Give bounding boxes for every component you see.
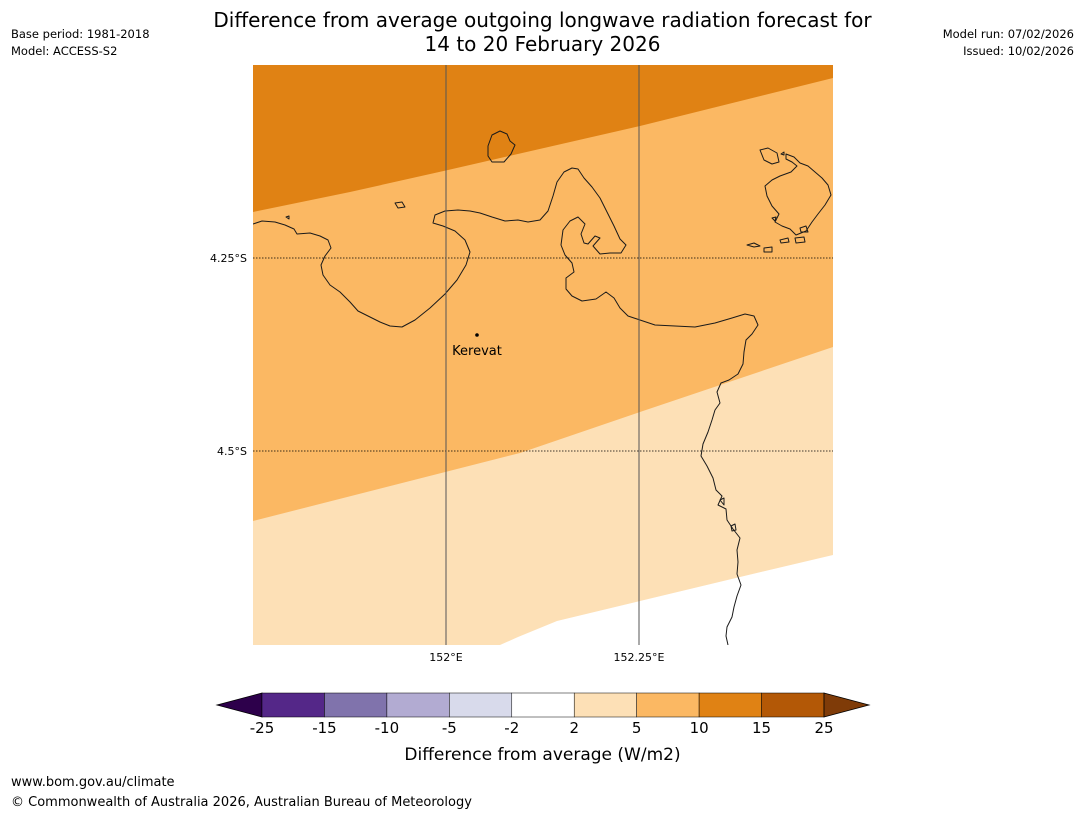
colorbar-tick-label: 10	[689, 719, 709, 737]
colorbar-segment	[573, 692, 637, 718]
colorbar-segment	[449, 692, 513, 718]
lon-label: 152°E	[429, 651, 462, 664]
lat-label: 4.5°S	[217, 445, 247, 458]
colorbar-segment	[324, 692, 388, 718]
colorbar-tick-label: 2	[569, 719, 579, 737]
model-run: Model run: 07/02/2026	[942, 27, 1074, 41]
meta-right: Model run: 07/02/2026 Issued: 10/02/2026	[943, 26, 1074, 60]
title-line-1: Difference from average outgoing longwav…	[213, 8, 872, 32]
place-marker	[475, 333, 479, 337]
chart-title: Difference from average outgoing longwav…	[0, 8, 1085, 56]
footer-url[interactable]: www.bom.gov.au/climate	[11, 775, 175, 790]
colorbar-extend-over	[823, 692, 871, 718]
colorbar-segment	[698, 692, 762, 718]
title-line-2: 14 to 20 February 2026	[424, 32, 661, 56]
coastline	[253, 130, 832, 645]
colorbar-tick-label: -15	[312, 719, 337, 737]
colorbar-tick-label: -2	[504, 719, 520, 737]
footer-copyright: © Commonwealth of Australia 2026, Austra…	[11, 795, 472, 810]
colorbar-segment	[636, 692, 700, 718]
band-neutral	[500, 555, 833, 645]
band-10-to-15	[253, 65, 833, 212]
base-period: Base period: 1981-2018	[11, 27, 150, 41]
lon-label: 152.25°E	[614, 651, 665, 664]
colorbar-tick-label: -25	[249, 719, 275, 737]
colorbar-segment	[386, 692, 450, 718]
meta-left: Base period: 1981-2018 Model: ACCESS-S2	[11, 26, 150, 60]
colorbar	[215, 692, 871, 718]
colorbar-tick-label: 25	[814, 719, 834, 737]
lat-label: 4.25°S	[210, 252, 247, 265]
colorbar-segment	[261, 692, 325, 718]
colorbar-tick-label: -10	[374, 719, 400, 737]
model-name: Model: ACCESS-S2	[11, 44, 118, 58]
colorbar-tick-label: -5	[441, 719, 457, 737]
place-label: Kerevat	[452, 344, 502, 359]
map-panel: Kerevat	[253, 65, 833, 645]
colorbar-tick-label: 15	[752, 719, 772, 737]
colorbar-segment	[511, 692, 575, 718]
colorbar-segment	[761, 692, 825, 718]
issued-date: Issued: 10/02/2026	[963, 44, 1074, 58]
colorbar-title: Difference from average (W/m2)	[404, 745, 681, 765]
colorbar-tick-label: 5	[631, 719, 642, 737]
colorbar-extend-under	[215, 692, 263, 718]
